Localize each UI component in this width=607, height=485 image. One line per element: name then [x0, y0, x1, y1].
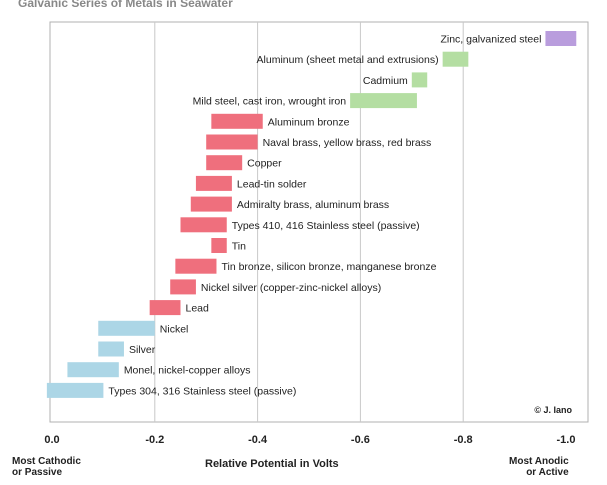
bar-label: Nickel	[160, 323, 189, 335]
bar-label: Lead	[186, 303, 210, 315]
bar	[180, 217, 227, 233]
bar-label: Naval brass, yellow brass, red brass	[263, 137, 432, 149]
bar-label: Mild steel, cast iron, wrought iron	[193, 96, 347, 108]
bar-label: Nickel silver (copper-zinc-nickel alloys…	[201, 282, 381, 294]
plot-frame	[49, 21, 589, 423]
bar	[149, 300, 181, 316]
bar	[206, 155, 243, 171]
bar	[442, 51, 469, 67]
bar-label: Cadmium	[363, 75, 408, 87]
bar	[211, 113, 263, 129]
bar-label: Lead-tin solder	[237, 178, 307, 190]
bar-label: Aluminum (sheet metal and extrusions)	[257, 54, 439, 66]
chart-title: Galvanic Series of Metals in Seawater	[18, 0, 233, 10]
bar	[206, 134, 258, 150]
bar	[211, 238, 227, 253]
bar	[98, 341, 124, 357]
bar	[190, 196, 232, 212]
most-anodic-label: Most Anodic or Active	[509, 456, 569, 478]
bar	[350, 93, 417, 109]
most-cathodic-label: Most Cathodic or Passive	[12, 456, 81, 478]
bar-label: Types 410, 416 Stainless steel (passive)	[232, 220, 420, 232]
bar-label: Silver	[129, 344, 156, 356]
bar	[545, 31, 577, 46]
bar	[175, 258, 217, 274]
bar-label: Tin	[232, 241, 246, 253]
bar	[46, 382, 104, 398]
x-tick-label: -0.8	[454, 434, 473, 446]
bar-label: Monel, nickel-copper alloys	[124, 365, 251, 377]
bar	[170, 279, 196, 295]
bar	[195, 175, 232, 191]
bar-label: Types 304, 316 Stainless steel (passive)	[108, 385, 296, 397]
bar-label: Admiralty brass, aluminum brass	[237, 199, 389, 211]
bar-label: Zinc, galvanized steel	[440, 34, 541, 46]
x-axis-label: Relative Potential in Volts	[205, 458, 339, 470]
x-tick-label: -0.2	[145, 434, 164, 446]
bar	[98, 320, 155, 336]
x-tick-label: -0.6	[351, 434, 370, 446]
bar	[67, 362, 119, 378]
credit-label: © J. Iano	[534, 405, 572, 415]
bar-label: Aluminum bronze	[268, 116, 350, 128]
bar	[411, 72, 428, 88]
x-tick-label: 0.0	[44, 434, 59, 446]
x-tick-label: -1.0	[557, 434, 576, 446]
bar-label: Tin bronze, silicon bronze, manganese br…	[221, 261, 436, 273]
bar-label: Copper	[247, 158, 282, 170]
x-tick-label: -0.4	[248, 434, 268, 446]
